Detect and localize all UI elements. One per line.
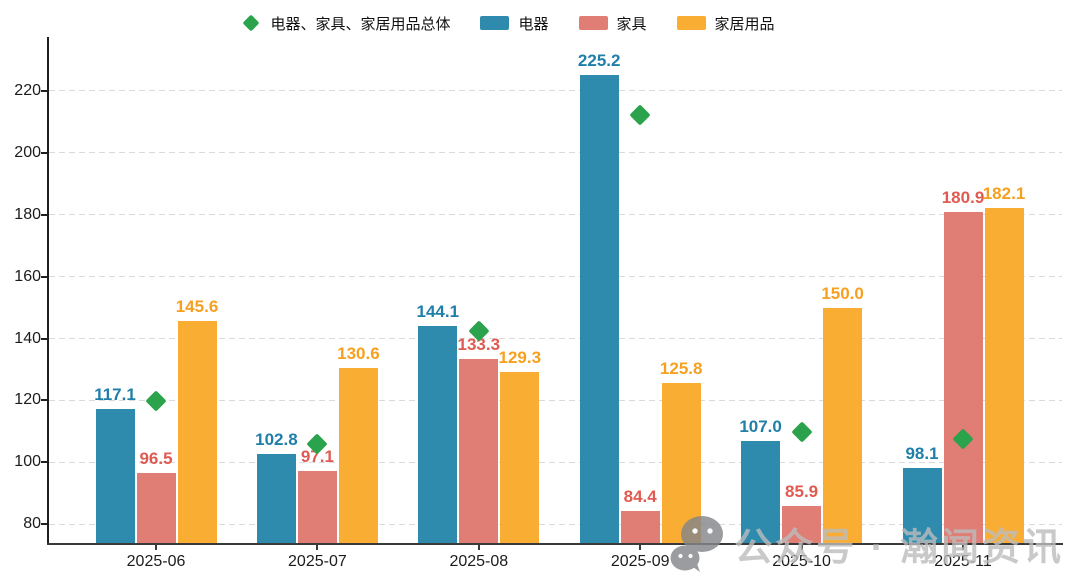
y-axis-spine: [47, 37, 49, 545]
legend-label: 家居用品: [714, 15, 775, 33]
bar-value-label: 98.1: [905, 444, 939, 464]
overall-diamond-marker: [145, 389, 167, 412]
bar-segment: [500, 371, 540, 543]
y-tick-mark: [41, 337, 47, 340]
gridline: [49, 214, 1062, 216]
legend-label: 家具: [616, 15, 647, 33]
bar-segment: [943, 211, 983, 543]
bar-value-label: 130.6: [337, 343, 380, 363]
x-tick-label: 2025-07: [288, 553, 347, 570]
x-tick-mark: [155, 545, 157, 550]
legend-bar-swatch: [676, 16, 706, 30]
x-tick-mark: [962, 545, 964, 550]
bar-value-label: 84.4: [623, 486, 657, 506]
bar-value-label: 102.8: [255, 429, 298, 449]
bar-value-label: 180.9: [941, 187, 985, 207]
gridline: [49, 461, 1062, 463]
legend-item: 电器: [480, 13, 549, 34]
bar-segment: [297, 471, 337, 543]
y-tick-label: 200: [14, 143, 41, 161]
legend-item: 家居用品: [676, 13, 775, 34]
gridline: [49, 90, 1062, 92]
x-tick-label: 2025-06: [126, 553, 186, 570]
bar-segment: [741, 440, 781, 543]
bar-value-label: 125.8: [659, 358, 703, 378]
bar-value-label: 145.6: [175, 297, 219, 317]
x-tick-mark: [639, 545, 642, 550]
bar-segment: [823, 307, 863, 543]
legend-label: 电器、家具、家居用品总体: [270, 15, 451, 33]
y-tick-mark: [41, 461, 47, 464]
x-tick-label: 2025-08: [449, 553, 509, 570]
legend-bar-swatch: [480, 16, 510, 30]
x-tick-label: 2025-11: [934, 553, 992, 570]
x-tick-mark: [477, 545, 480, 550]
y-tick-label: 220: [14, 81, 41, 99]
bar-value-label: 129.3: [498, 347, 542, 367]
bar-value-label: 107.0: [739, 416, 782, 436]
overall-diamond-marker: [790, 421, 813, 443]
legend-bar-swatch: [578, 16, 608, 30]
bar-segment: [579, 74, 619, 543]
gridline: [49, 338, 1062, 340]
x-tick-label: 2025-10: [772, 553, 831, 570]
plot-area: 117.1 102.8 144.1 225.2 107.0 98.1 96.5 97.1 133…: [49, 38, 1062, 543]
bar-segment: [661, 382, 701, 543]
y-tick-label: 180: [14, 205, 41, 223]
x-tick-mark: [316, 545, 319, 550]
y-tick-label: 100: [14, 453, 41, 471]
gridline: [49, 152, 1062, 154]
y-tick-mark: [41, 213, 47, 216]
bar-value-label: 150.0: [821, 283, 864, 303]
y-tick-mark: [41, 523, 47, 526]
bar-value-label: 96.5: [139, 449, 173, 469]
legend-diamond-swatch: [242, 14, 260, 32]
bar-value-label: 133.3: [457, 335, 501, 355]
bar-segment: [95, 409, 135, 543]
legend-label: 电器: [518, 15, 549, 33]
bar-value-label: 182.1: [982, 184, 1026, 204]
bar-segment: [177, 321, 217, 543]
bar-segment: [418, 325, 458, 543]
bar-segment: [338, 367, 378, 543]
bar-value-label: 117.1: [94, 385, 136, 405]
bar-value-label: 97.1: [300, 447, 334, 467]
bar-segment: [459, 359, 499, 543]
x-tick-label: 2025-09: [610, 553, 670, 570]
overall-diamond-marker: [629, 104, 651, 127]
gridline: [49, 400, 1062, 401]
y-tick-mark: [41, 275, 47, 278]
bar-segment: [984, 208, 1024, 543]
y-tick-label: 140: [14, 329, 41, 347]
x-tick-mark: [800, 545, 803, 550]
y-tick-mark: [41, 151, 47, 154]
gridline: [49, 523, 1062, 525]
legend-item: 电器、家具、家居用品总体: [241, 13, 450, 34]
y-tick-mark: [41, 89, 47, 92]
y-tick-label: 160: [14, 267, 41, 285]
bar-segment: [136, 473, 176, 543]
x-axis-spine: [47, 543, 1063, 545]
bar-value-label: 144.1: [416, 301, 460, 321]
bar-segment: [782, 506, 822, 543]
bar-value-label: 225.2: [577, 50, 621, 70]
bar-value-label: 85.9: [785, 482, 819, 502]
gridline: [49, 276, 1062, 278]
y-tick-label: 120: [14, 391, 41, 409]
bar-segment: [902, 468, 942, 543]
bar-segment: [256, 453, 296, 543]
y-tick-mark: [41, 399, 47, 402]
chart-legend: 电器、家具、家居用品总体 电器 家具 家居用品: [0, 12, 1080, 34]
legend-item: 家具: [578, 13, 647, 34]
bar-segment: [620, 510, 660, 543]
y-tick-label: 80: [23, 515, 41, 533]
